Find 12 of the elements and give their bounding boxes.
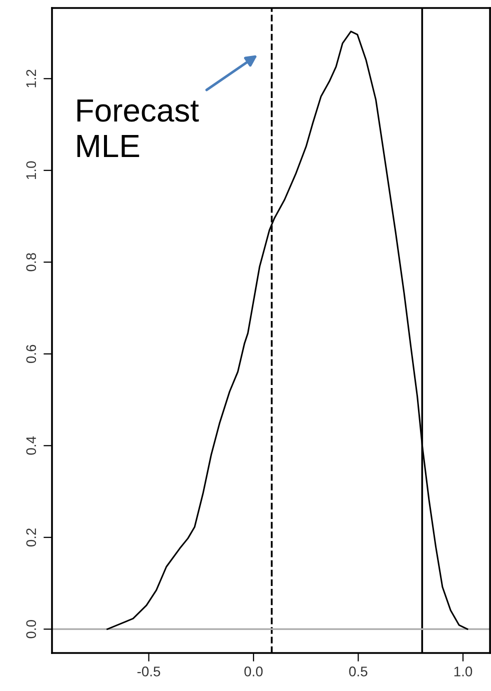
y-tick-label: 0.2 [26, 528, 36, 547]
x-tick-label: 0.0 [244, 666, 263, 676]
y-tick-label: 0.0 [26, 620, 36, 638]
y-tick-label: 0.6 [26, 344, 36, 364]
x-tick-label: 0.5 [349, 666, 368, 676]
x-tick-label: -0.5 [137, 666, 160, 676]
y-tick-label: 1.0 [26, 161, 36, 179]
y-tick-label: 0.8 [26, 253, 36, 272]
y-tick-label: 0.4 [26, 436, 36, 455]
annotation: Forecast MLE [77, 99, 199, 158]
y-tick-label: 1.2 [26, 70, 36, 88]
x-tick-label: 1.0 [454, 666, 472, 676]
